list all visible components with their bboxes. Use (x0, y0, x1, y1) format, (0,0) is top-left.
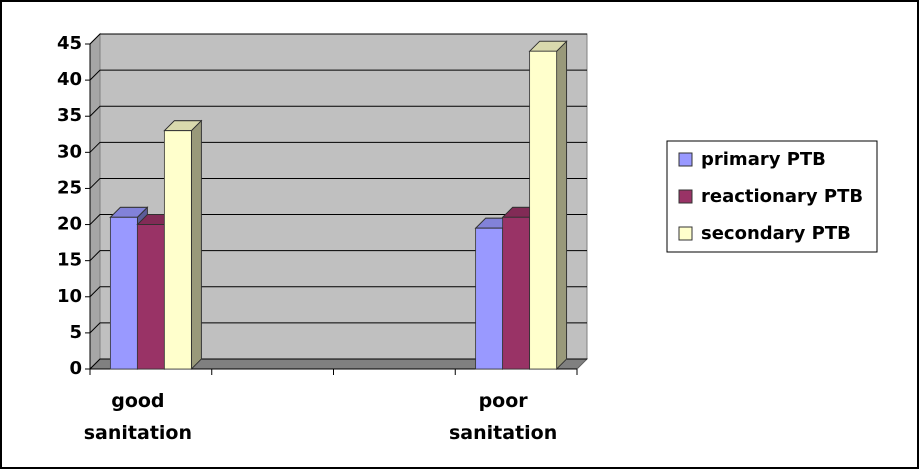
grid-line (89, 250, 587, 262)
grid-line (89, 322, 587, 334)
y-tick-label: 30 (57, 141, 82, 162)
bar (163, 119, 203, 370)
legend-label: reactionary PTB (701, 186, 863, 207)
legend-swatch (678, 152, 693, 167)
y-tick-label: 35 (57, 105, 82, 126)
grid-line (89, 105, 587, 117)
y-tick-label: 25 (57, 177, 82, 198)
bar-front (502, 216, 531, 370)
bar-side-shade (556, 40, 568, 370)
y-tick-label: 20 (57, 214, 82, 235)
y-tick-label: 45 (57, 33, 82, 54)
grid-line (89, 286, 587, 298)
bar-front (163, 130, 192, 370)
grid-line (89, 141, 587, 153)
x-tick-label: poor sanitation (449, 390, 558, 444)
bar-side-shade (190, 119, 202, 370)
y-tick-label: 10 (57, 286, 82, 307)
grid-line (89, 69, 587, 81)
bar (528, 40, 568, 370)
x-tick-label: good sanitation (83, 390, 192, 444)
y-tick-label: 0 (69, 358, 82, 379)
legend-swatch (678, 226, 693, 241)
bar-front (529, 50, 558, 370)
grid-line (89, 358, 587, 370)
bar-front (109, 216, 138, 370)
y-tick-label: 40 (57, 69, 82, 90)
y-tick-label: 15 (57, 250, 82, 271)
grid-line (89, 177, 587, 189)
bar-front (475, 227, 504, 370)
legend-swatch (678, 189, 693, 204)
legend-box (666, 140, 878, 253)
legend-label: primary PTB (701, 149, 826, 170)
legend-label: secondary PTB (701, 223, 851, 244)
side-wall (89, 32, 101, 371)
y-tick-label: 5 (69, 322, 82, 343)
grid-line (89, 33, 587, 45)
bar-front (136, 224, 165, 370)
grid-line (89, 214, 587, 225)
